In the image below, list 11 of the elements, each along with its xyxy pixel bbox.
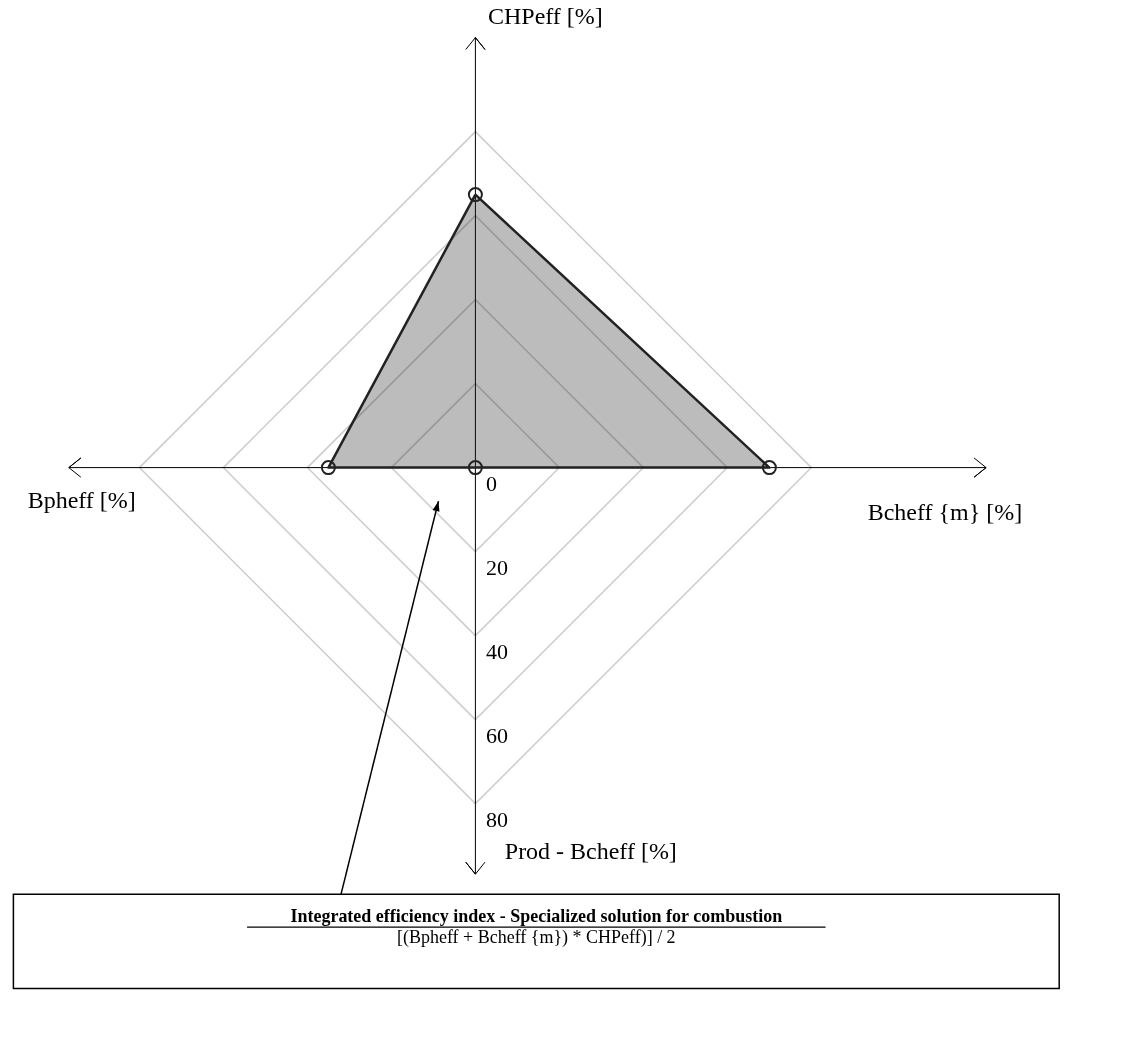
y-tick-label: 40 bbox=[485, 639, 508, 665]
y-tick-label: 0 bbox=[485, 471, 497, 497]
spoke-label: Bcheff {m} [%] bbox=[867, 499, 1023, 526]
y-tick-label: 60 bbox=[485, 723, 508, 749]
text: [(Bpheff + Bcheff {m}) * CHPeff)] / 2 bbox=[396, 927, 676, 949]
y-tick-label: 80 bbox=[485, 807, 508, 833]
spoke-label: Bpheff [%] bbox=[27, 486, 136, 513]
text: Integrated efficiency index - Specialized solution for combustion bbox=[290, 906, 783, 927]
spoke-label: CHPeff [%] bbox=[487, 3, 603, 30]
y-tick-label: 20 bbox=[485, 555, 508, 581]
spoke-label: Prod - Bcheff [%] bbox=[504, 838, 677, 865]
